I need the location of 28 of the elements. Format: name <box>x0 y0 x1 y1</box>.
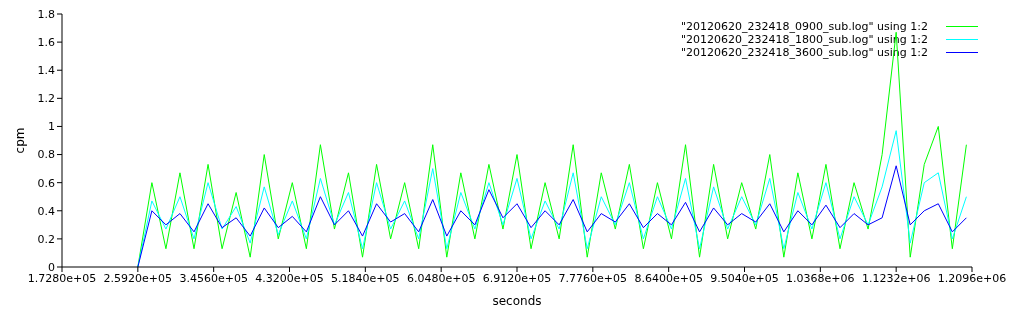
x-tick-label: 8.6400e+05 <box>634 271 703 285</box>
y-tick-label: 1.2 <box>37 92 55 106</box>
y-axis-title: cpm <box>13 127 28 154</box>
x-tick-label: 1.2096e+06 <box>937 271 1007 285</box>
y-tick-label: 1.8 <box>37 7 55 21</box>
y-tick-label: 1.6 <box>37 36 55 50</box>
x-tick-label: 1.1232e+06 <box>861 271 931 285</box>
legend-label: "20120620_232418_0900_sub.log" using 1:2 <box>681 20 928 33</box>
y-tick-label: 0.2 <box>37 232 55 246</box>
x-tick-label: 6.0480e+05 <box>406 271 476 285</box>
x-tick-label: 9.5040e+05 <box>710 271 779 285</box>
y-tick-label: 1 <box>48 120 55 134</box>
y-tick-label: 0 <box>48 260 55 274</box>
y-tick-label: 0.4 <box>37 204 55 218</box>
y-tick-label: 0.8 <box>37 148 55 162</box>
x-axis-title: seconds <box>492 294 542 308</box>
line-series <box>137 130 967 267</box>
x-tick-label: 2.5920e+05 <box>103 271 173 285</box>
x-tick-label: 1.7280e+05 <box>27 271 97 285</box>
line-series <box>137 165 967 267</box>
y-tick-label: 1.4 <box>37 64 55 78</box>
x-tick-label: 4.3200e+05 <box>255 271 324 285</box>
x-tick-label: 7.7760e+05 <box>558 271 628 285</box>
x-tick-label: 1.0368e+06 <box>786 271 855 285</box>
y-tick-label: 0.6 <box>37 176 55 190</box>
x-tick-label: 6.9120e+05 <box>482 271 552 285</box>
x-tick-label: 5.1840e+05 <box>331 271 400 285</box>
x-tick-label: 3.4560e+05 <box>179 271 248 285</box>
